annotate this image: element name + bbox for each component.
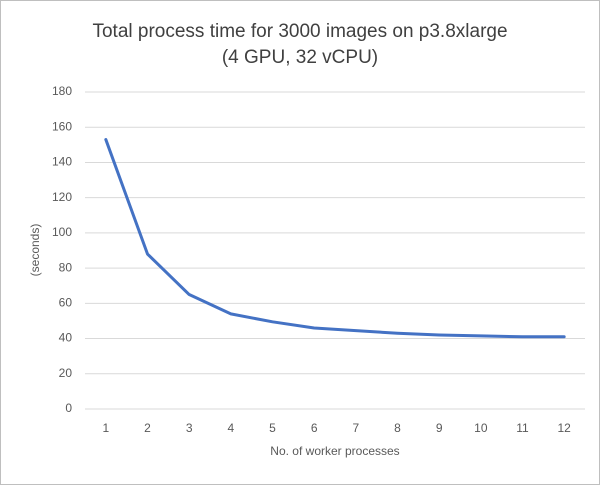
x-tick-label: 1 <box>102 421 109 435</box>
y-tick-label: 180 <box>52 84 72 98</box>
x-tick-label: 6 <box>311 421 318 435</box>
chart-title: Total process time for 3000 images on p3… <box>92 21 507 42</box>
x-tick-label: 4 <box>227 421 234 435</box>
data-line <box>104 138 566 339</box>
x-tick-label: 11 <box>516 421 529 435</box>
x-tick-label: 8 <box>394 421 401 435</box>
y-tick-label: 160 <box>52 119 72 133</box>
x-tick-label: 7 <box>352 421 359 435</box>
y-tick-label: 0 <box>65 401 72 415</box>
y-tick-label: 140 <box>52 155 72 169</box>
y-tick-label: 60 <box>59 296 73 310</box>
x-tick-label: 12 <box>557 421 571 435</box>
y-tick-label: 120 <box>52 190 72 204</box>
x-tick-label: 5 <box>269 421 276 435</box>
y-tick-label: 100 <box>52 225 72 239</box>
chart-subtitle: (4 GPU, 32 vCPU) <box>222 47 378 68</box>
y-axis-label: (seconds) <box>28 224 42 277</box>
x-tick-label: 2 <box>144 421 151 435</box>
x-tick-label: 10 <box>474 421 488 435</box>
x-tick-label: 3 <box>186 421 193 435</box>
y-tick-label: 40 <box>59 331 73 345</box>
y-tick-label: 20 <box>59 366 73 380</box>
x-tick-label: 9 <box>436 421 443 435</box>
y-tick-label: 80 <box>59 260 73 274</box>
x-axis-label: No. of worker processes <box>270 444 399 458</box>
